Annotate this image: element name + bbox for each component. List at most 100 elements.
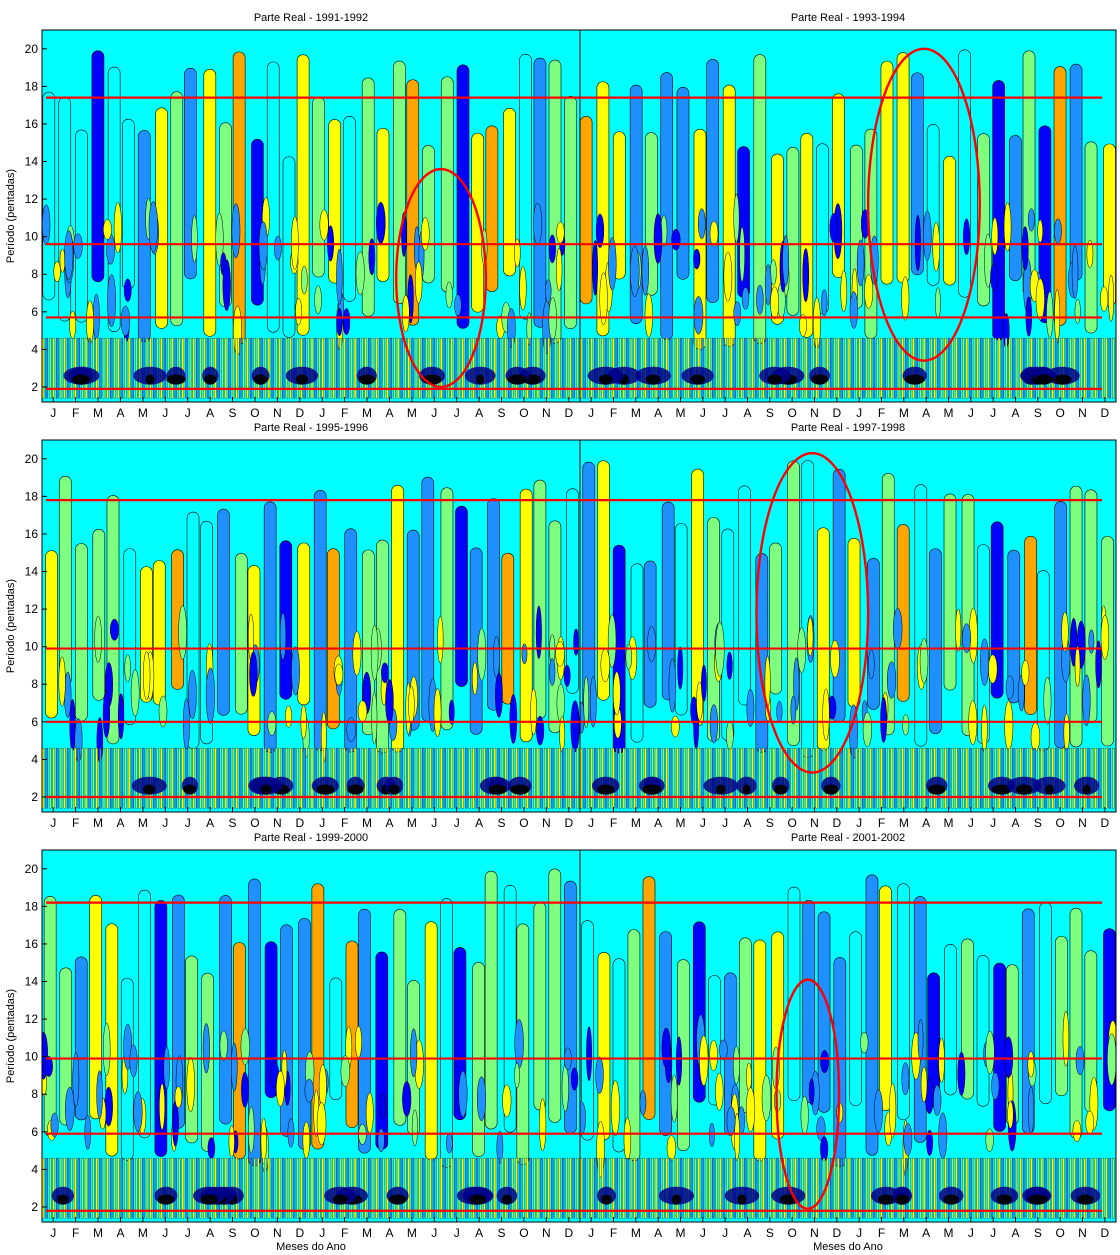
x-tick-label: M bbox=[899, 406, 909, 420]
x-tick-label: J bbox=[454, 1226, 460, 1240]
x-tick-label: J bbox=[454, 406, 460, 420]
x-tick-label: J bbox=[990, 406, 996, 420]
y-tick-label: 8 bbox=[31, 1087, 38, 1101]
axes-frame bbox=[579, 29, 1117, 403]
x-tick-label: A bbox=[475, 816, 483, 830]
x-tick-label: S bbox=[1034, 816, 1042, 830]
x-tick-label: N bbox=[1078, 1226, 1087, 1240]
x-tick-label: S bbox=[1034, 406, 1042, 420]
x-tick-label: J bbox=[990, 1226, 996, 1240]
x-tick-label: M bbox=[93, 1226, 103, 1240]
x-tick-label: N bbox=[273, 816, 282, 830]
panel-5: Parte Real - 1999-2000 2 4 6 8 10 12 14 16 18 20 Pe… bbox=[5, 832, 581, 1253]
x-tick-label: J bbox=[50, 406, 56, 420]
x-tick-label: J bbox=[700, 406, 706, 420]
x-tick-label: N bbox=[810, 406, 819, 420]
x-tick-label: N bbox=[1078, 406, 1087, 420]
x-tick-label: M bbox=[138, 1226, 148, 1240]
y-tick-label: 6 bbox=[31, 305, 38, 319]
x-tick-label: F bbox=[72, 1226, 79, 1240]
x-tick-label: J bbox=[319, 406, 325, 420]
x-tick-label: J bbox=[968, 816, 974, 830]
x-tick-label: A bbox=[1011, 1226, 1019, 1240]
x-tick-label: O bbox=[250, 1226, 259, 1240]
x-tick-label: N bbox=[273, 1226, 282, 1240]
x-tick-label: S bbox=[1034, 1226, 1042, 1240]
x-tick-label: A bbox=[743, 406, 751, 420]
x-tick-label: S bbox=[229, 1226, 237, 1240]
wavelet-field bbox=[42, 30, 580, 402]
x-tick-label: M bbox=[899, 816, 909, 830]
x-tick-label: O bbox=[250, 816, 259, 830]
x-tick-label: F bbox=[341, 1226, 348, 1240]
x-tick-label: J bbox=[185, 816, 191, 830]
x-tick-label: A bbox=[654, 1226, 662, 1240]
x-tick-label: O bbox=[787, 406, 796, 420]
x-tick-label: O bbox=[519, 406, 528, 420]
x-tick-label: J bbox=[588, 1226, 594, 1240]
x-tick-label: O bbox=[250, 406, 259, 420]
y-tick-label: 10 bbox=[25, 230, 39, 244]
x-tick-label: O bbox=[519, 1226, 528, 1240]
x-tick-label: M bbox=[944, 816, 954, 830]
y-tick-label: 12 bbox=[25, 602, 39, 616]
y-tick-label: 6 bbox=[31, 1125, 38, 1139]
x-tick-label: F bbox=[610, 406, 617, 420]
x-tick-label: N bbox=[1078, 816, 1087, 830]
x-tick-label: A bbox=[1011, 406, 1019, 420]
x-tick-label: M bbox=[407, 406, 417, 420]
x-tick-label: M bbox=[93, 406, 103, 420]
y-tick-label: 2 bbox=[31, 380, 38, 394]
x-tick-label: J bbox=[722, 406, 728, 420]
x-tick-label: O bbox=[787, 1226, 796, 1240]
x-tick-label: F bbox=[341, 816, 348, 830]
x-tick-label: A bbox=[654, 406, 662, 420]
x-tick-label: N bbox=[810, 816, 819, 830]
x-tick-label: M bbox=[944, 406, 954, 420]
x-tick-label: J bbox=[700, 816, 706, 830]
x-tick-label: M bbox=[944, 1226, 954, 1240]
x-tick-label: A bbox=[206, 816, 214, 830]
panel-title: Parte Real - 1991-1992 bbox=[254, 12, 368, 24]
x-tick-label: J bbox=[968, 406, 974, 420]
x-tick-label: F bbox=[878, 406, 885, 420]
x-tick-label: D bbox=[832, 816, 841, 830]
x-tick-label: N bbox=[542, 816, 551, 830]
y-tick-label: 18 bbox=[25, 899, 39, 913]
x-axis-label: Meses do Ano bbox=[276, 1241, 346, 1253]
y-tick-label: 2 bbox=[31, 1200, 38, 1214]
x-tick-label: S bbox=[766, 1226, 774, 1240]
y-tick-label: 18 bbox=[25, 79, 39, 93]
x-tick-label: M bbox=[362, 1226, 372, 1240]
x-tick-label: F bbox=[878, 1226, 885, 1240]
x-tick-label: F bbox=[72, 816, 79, 830]
x-tick-label: M bbox=[676, 1226, 686, 1240]
y-axis-label: Período (pentadas) bbox=[5, 169, 17, 263]
y-axis-label: Período (pentadas) bbox=[5, 989, 17, 1083]
x-tick-label: D bbox=[295, 406, 304, 420]
x-tick-label: M bbox=[631, 1226, 641, 1240]
highlight-ellipse bbox=[394, 167, 488, 389]
x-tick-label: A bbox=[654, 816, 662, 830]
x-tick-label: O bbox=[519, 816, 528, 830]
wavelet-field bbox=[580, 440, 1116, 812]
y-tick-label: 18 bbox=[25, 489, 39, 503]
axes-frame bbox=[579, 439, 1117, 813]
x-tick-label: S bbox=[498, 406, 506, 420]
x-tick-label: J bbox=[856, 1226, 862, 1240]
x-tick-label: N bbox=[273, 406, 282, 420]
x-tick-label: M bbox=[362, 406, 372, 420]
x-tick-label: S bbox=[498, 1226, 506, 1240]
x-tick-label: J bbox=[968, 1226, 974, 1240]
x-axis-label: Meses do Ano bbox=[813, 1241, 883, 1253]
x-tick-label: J bbox=[431, 406, 437, 420]
x-tick-label: J bbox=[50, 816, 56, 830]
x-tick-label: J bbox=[162, 1226, 168, 1240]
x-tick-label: S bbox=[229, 816, 237, 830]
x-tick-label: A bbox=[922, 1226, 930, 1240]
x-tick-label: D bbox=[832, 1226, 841, 1240]
y-tick-label: 2 bbox=[31, 790, 38, 804]
y-tick-label: 16 bbox=[25, 937, 39, 951]
x-tick-label: J bbox=[856, 816, 862, 830]
x-tick-label: J bbox=[319, 816, 325, 830]
